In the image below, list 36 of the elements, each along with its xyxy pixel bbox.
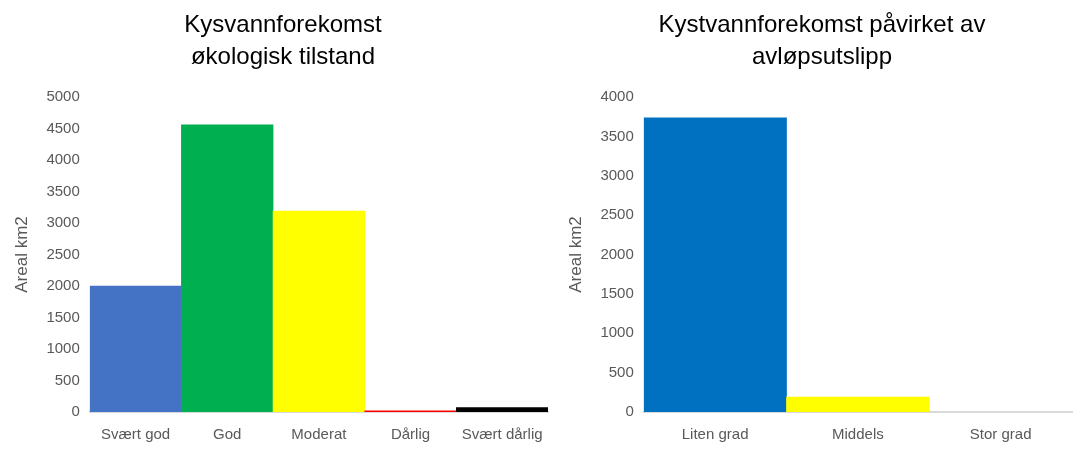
y-tick-label: 4000 — [600, 87, 634, 105]
y-tick-label: 3000 — [600, 165, 634, 183]
x-tick-label: Svært god — [100, 425, 171, 443]
x-tick-label: Liten grad — [681, 425, 749, 443]
bar — [89, 285, 182, 412]
x-tick-label: Middels — [832, 425, 884, 443]
y-tick-label: 2500 — [600, 205, 634, 223]
y-tick-label: 1000 — [46, 339, 80, 357]
y-tick-label: 3500 — [600, 126, 634, 144]
bar — [272, 210, 366, 412]
y-tick-label: 1500 — [600, 284, 634, 302]
y-tick-label: 500 — [608, 362, 634, 380]
chart-title: Kysvannforekomst økologisk tilstand — [183, 9, 383, 71]
y-tick-label: 3000 — [46, 213, 80, 231]
y-tick-label: 0 — [71, 402, 80, 420]
bar — [456, 407, 548, 412]
y-tick-label: 4000 — [46, 150, 80, 168]
x-tick-label: God — [213, 425, 242, 443]
y-tick-label: 2000 — [46, 276, 80, 294]
y-tick-label: 2500 — [46, 244, 80, 262]
y-tick-label: 3500 — [46, 181, 80, 199]
x-tick-label: Dårlig — [390, 425, 431, 443]
chart-title: Kystvannforekomst påvirket av avløpsutslipp — [657, 9, 987, 71]
y-tick-label: 4500 — [46, 118, 80, 136]
y-axis-title: Areal km2 — [565, 216, 585, 293]
y-tick-label: 0 — [625, 402, 634, 420]
bar — [181, 124, 274, 412]
y-tick-label: 2000 — [600, 244, 634, 262]
x-tick-label: Svært dårlig — [461, 425, 543, 443]
y-tick-label: 1500 — [46, 307, 80, 325]
y-tick-label: 1000 — [600, 323, 634, 341]
x-tick-label: Moderat — [291, 425, 348, 443]
x-tick-label: Stor grad — [969, 425, 1032, 443]
y-tick-label: 5000 — [46, 87, 80, 105]
y-tick-label: 500 — [54, 370, 80, 388]
y-axis-title: Areal km2 — [11, 216, 31, 293]
